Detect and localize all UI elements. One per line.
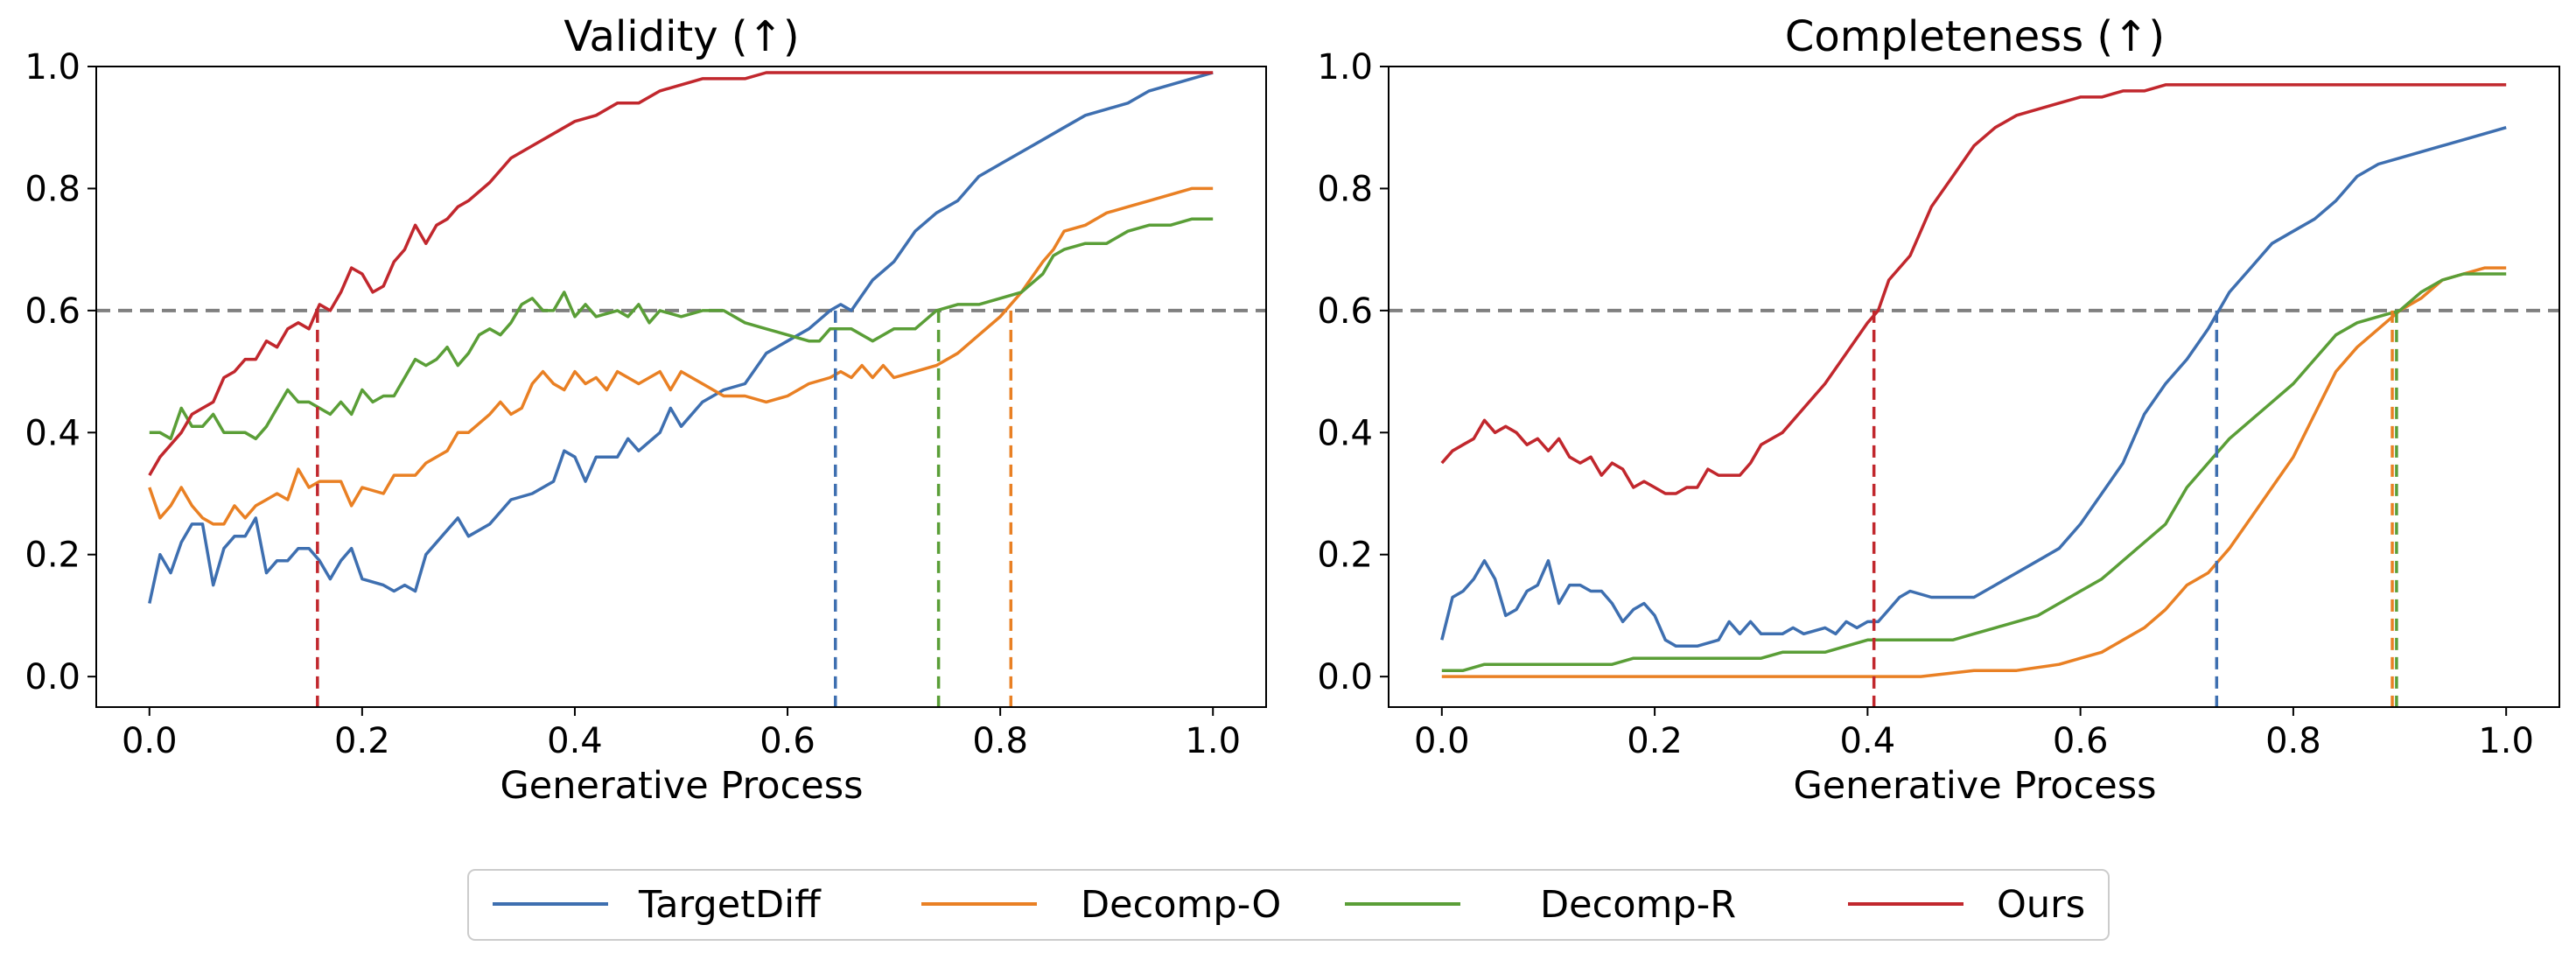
series-line-decomp-r xyxy=(149,217,1214,441)
x-tick-label: 0.0 xyxy=(1414,721,1470,761)
x-tick-label: 0.2 xyxy=(1627,721,1683,761)
series-line-decomp-r xyxy=(1441,272,2507,672)
x-tick-label: 0.0 xyxy=(122,721,178,761)
series-line-ours xyxy=(1440,83,2507,495)
x-tick-label: 0.2 xyxy=(334,721,390,761)
legend-entry-decomp-r: Decomp-R xyxy=(1540,883,1736,927)
y-tick-label: 0.4 xyxy=(24,413,80,453)
plot-frame xyxy=(1388,66,2560,708)
series-line-ours xyxy=(148,71,1214,476)
x-tick-label: 0.4 xyxy=(1840,721,1896,761)
x-tick-label: 0.8 xyxy=(972,721,1028,761)
completeness-panel: Completeness (↑) Generative Process 0.0 0… xyxy=(1317,12,2560,808)
y-tick-label: 0.8 xyxy=(1317,169,1373,209)
series-line-targetdiff xyxy=(1440,126,2507,648)
x-tick-label: 1.0 xyxy=(1185,721,1241,761)
legend-entry-ours: Ours xyxy=(1997,883,2085,927)
y-tick-label: 0.8 xyxy=(24,169,80,209)
x-tick-label: 0.6 xyxy=(760,721,816,761)
y-tick-label: 0.4 xyxy=(1317,413,1373,453)
x-tick-label: 0.4 xyxy=(547,721,603,761)
x-tick-label: 0.8 xyxy=(2265,721,2321,761)
x-axis-label: Generative Process xyxy=(1793,764,2156,808)
y-tick-label: 0.6 xyxy=(24,291,80,332)
series-line-decomp-o xyxy=(148,186,1214,526)
legend: TargetDiff Decomp-O Decomp-R Ours xyxy=(467,869,2110,941)
y-tick-label: 0.0 xyxy=(24,657,80,697)
legend-entry-targetdiff: TargetDiff xyxy=(638,883,822,927)
validity-panel: Validity (↑) Generative Process 0.0 0.2 0.… xyxy=(24,12,1267,808)
plot-frame xyxy=(95,66,1267,708)
y-tick-label: 1.0 xyxy=(24,47,80,88)
series-line-targetdiff xyxy=(148,71,1214,604)
legend-entry-decomp-o: Decomp-O xyxy=(1081,883,1281,927)
y-tick-label: 0.2 xyxy=(24,536,80,576)
series-line-decomp-o xyxy=(1441,266,2507,678)
x-axis-label: Generative Process xyxy=(500,764,863,808)
chart-title: Completeness (↑) xyxy=(1785,12,2165,61)
x-tick-label: 0.6 xyxy=(2053,721,2109,761)
legend-frame xyxy=(467,869,2110,941)
y-tick-label: 0.6 xyxy=(1317,291,1373,332)
y-tick-label: 0.2 xyxy=(1317,536,1373,576)
x-tick-label: 1.0 xyxy=(2478,721,2534,761)
y-tick-label: 0.0 xyxy=(1317,657,1373,697)
y-tick-label: 1.0 xyxy=(1317,47,1373,88)
chart-title: Validity (↑) xyxy=(564,12,799,61)
